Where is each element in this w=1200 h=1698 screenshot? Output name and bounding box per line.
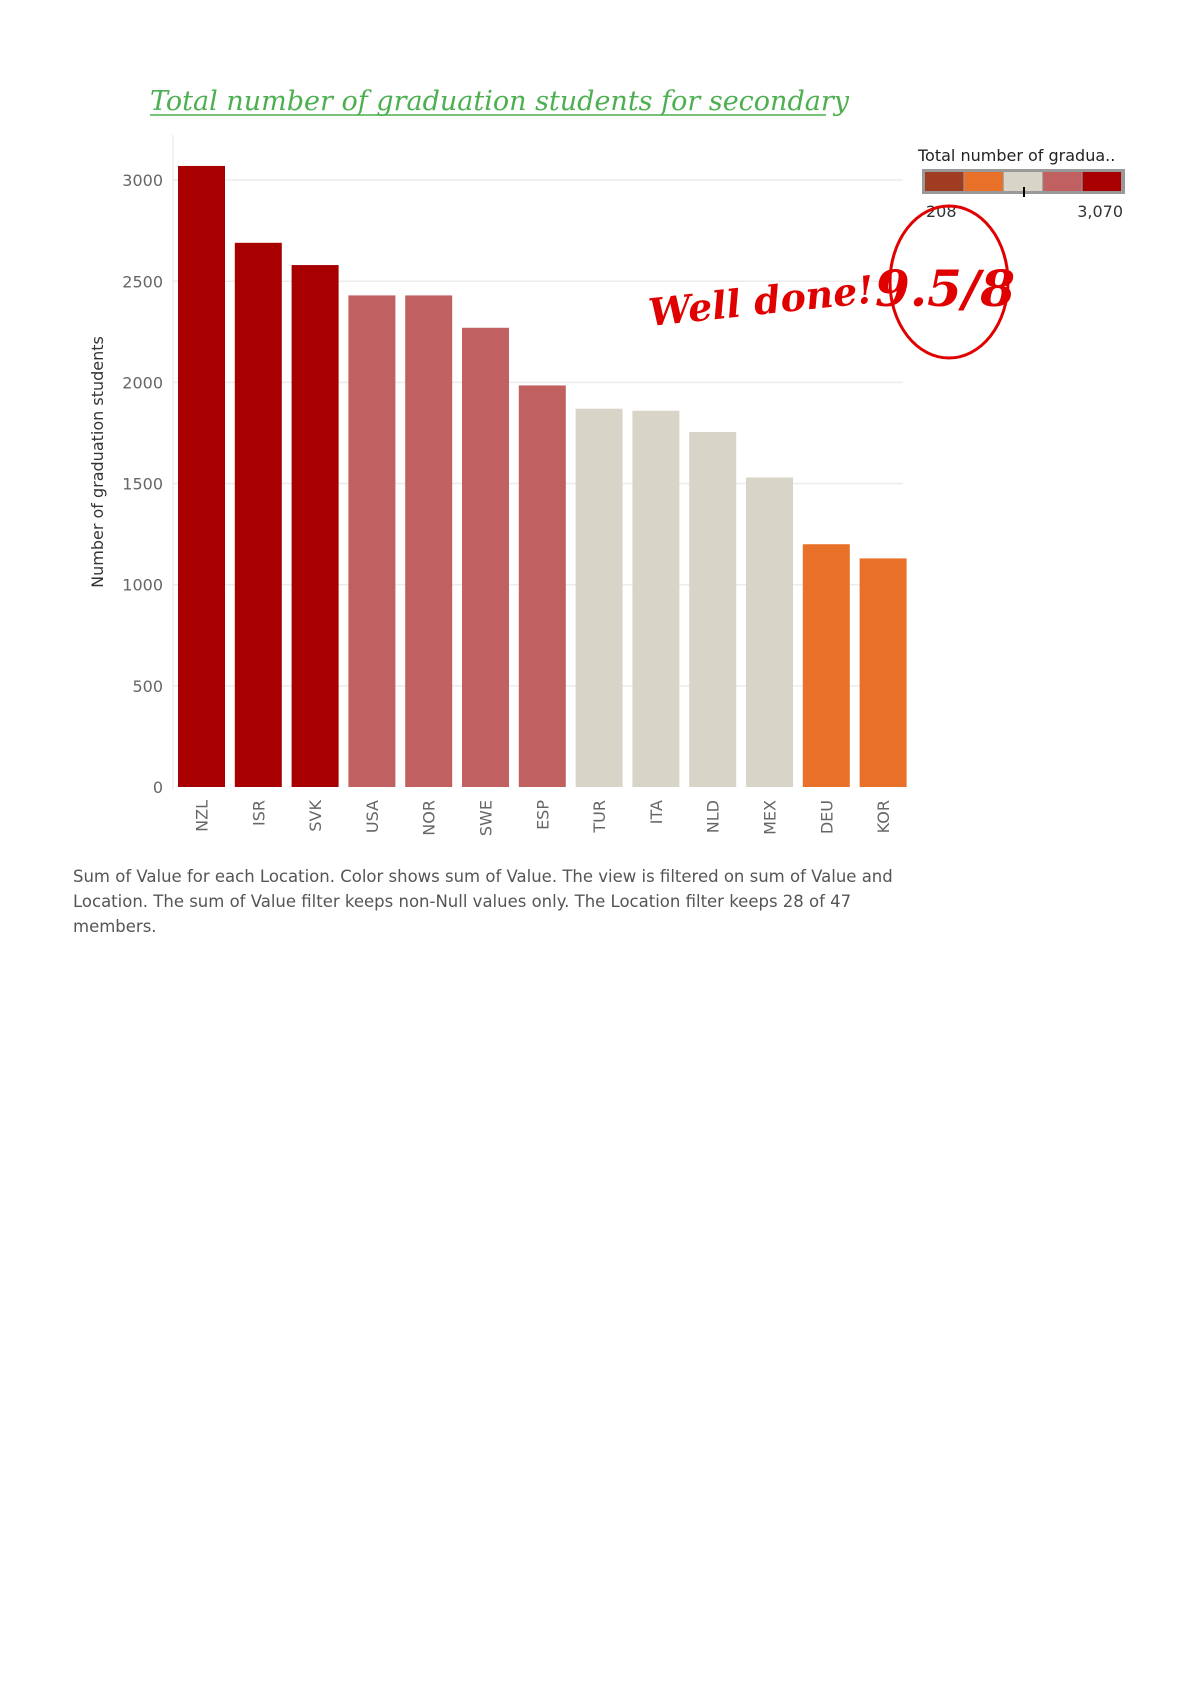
bar-isr [234,242,282,788]
y-tick-label: 1000 [122,576,163,595]
y-tick-label: 2000 [122,373,163,392]
x-tick-label: USA [363,800,382,833]
score-circle [888,204,1010,360]
bar-mex [746,477,793,787]
y-tick-label: 1500 [122,475,163,494]
y-tick-label: 3000 [122,171,163,190]
bar-nld [689,431,737,787]
x-tick-label: NZL [193,800,212,832]
x-tick-label: ISR [249,800,268,826]
legend-title: Total number of gradua.. [917,146,1115,165]
chart-caption: Sum of Value for each Location. Color sh… [73,867,893,936]
x-tick-label: ITA [647,800,666,824]
handwritten-comment: Well done! [646,267,876,335]
y-tick-label: 0 [153,778,163,797]
legend-color-ramp [925,172,1121,191]
y-tick-label: 2500 [122,272,163,291]
x-tick-label: ESP [533,800,552,830]
bar-usa [348,295,396,787]
bars [178,165,907,788]
handwritten-score: 9.5/8 [875,259,1015,318]
bar-swe [462,327,509,787]
legend-swatch [1043,172,1082,191]
color-legend: Total number of gradua.. 208 3,070 [917,146,1125,221]
x-tick-label: KOR [874,800,893,833]
y-tick-labels: 0 500 1000 1500 2000 2500 3000 [122,171,163,797]
x-tick-labels: NZL ISR SVK USA NOR SWE ESP TUR ITA NLD MEX DEU KOR [193,799,894,836]
x-tick-label: TUR [590,800,609,834]
legend-swatch [1003,172,1043,191]
legend-swatch [964,172,1003,191]
x-tick-label: SWE [477,800,496,836]
legend-swatch [1082,172,1121,191]
y-axis-label: Number of graduation students [88,336,107,588]
bar-ita [632,410,680,787]
bar-nor [405,295,453,787]
bar-tur [575,408,623,787]
bar-svk [291,265,339,787]
chart-title: Total number of graduation students for … [150,86,850,117]
bar-kor [859,558,907,787]
x-tick-label: NOR [420,800,439,836]
bar-deu [802,544,850,787]
y-tick-label: 500 [132,677,163,696]
legend-max-label: 3,070 [1077,202,1123,221]
x-tick-label: SVK [306,799,325,831]
x-tick-label: MEX [761,800,780,835]
bar-esp [518,385,566,787]
x-tick-label: DEU [817,800,836,834]
bar-nzl [178,165,225,788]
legend-swatch [925,172,964,191]
x-tick-label: NLD [704,800,723,833]
